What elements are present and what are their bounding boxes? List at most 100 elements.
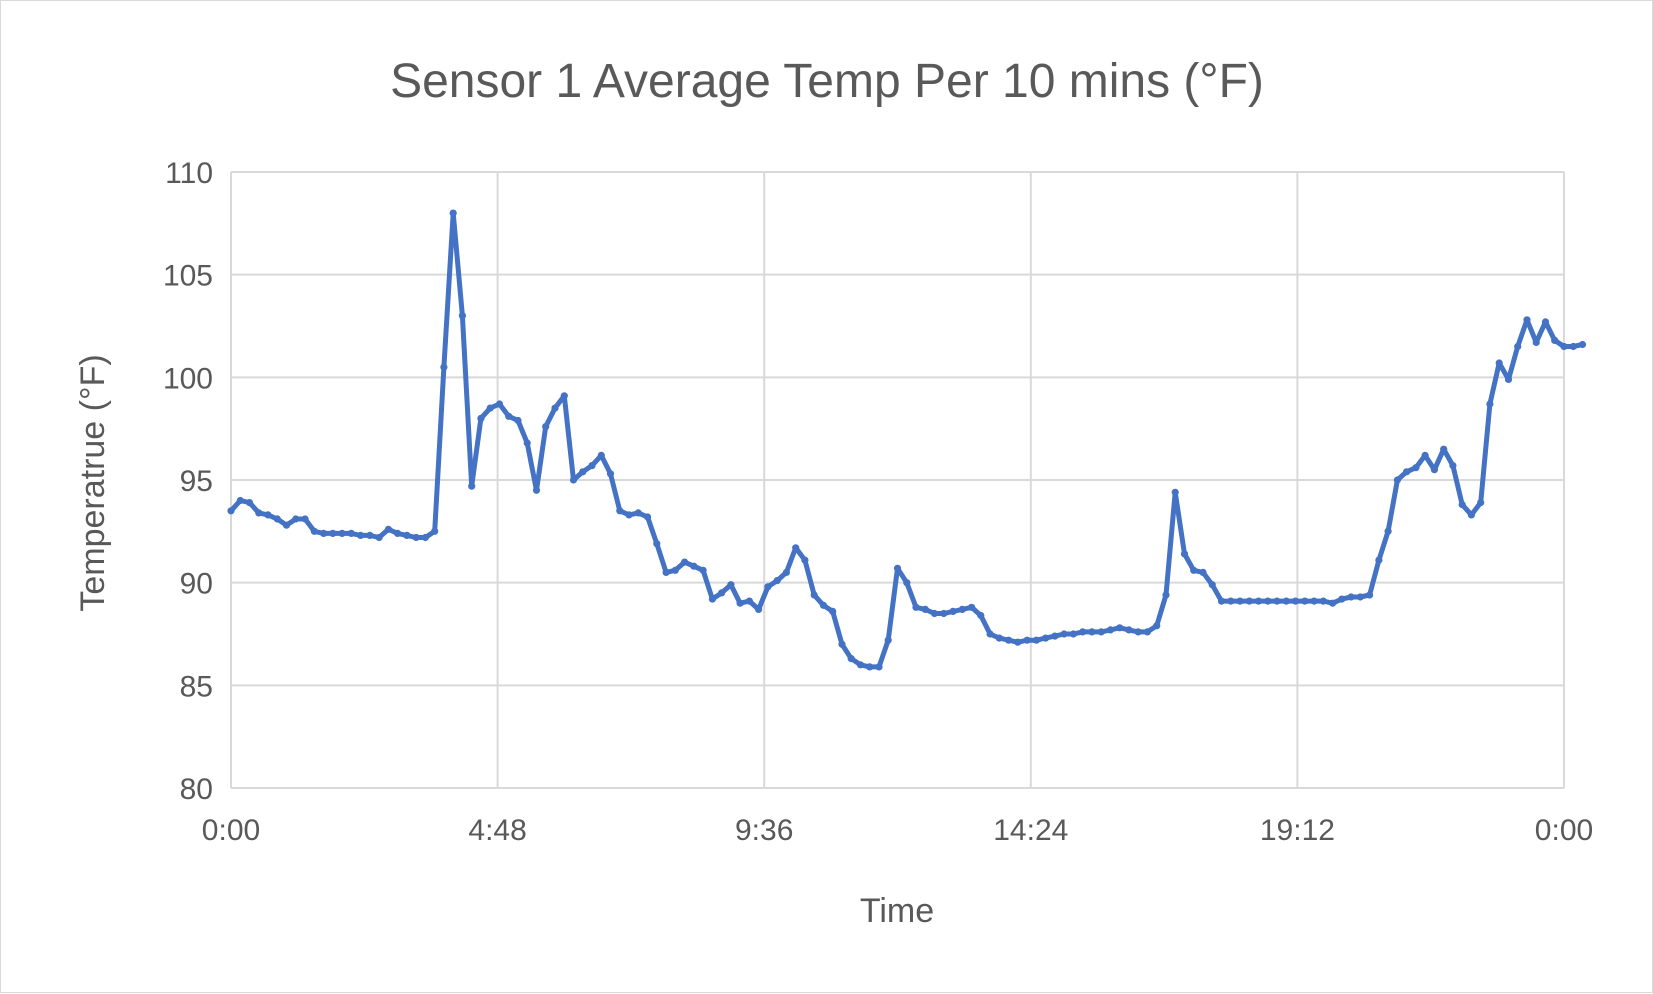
data-point: [1338, 595, 1346, 603]
data-point: [616, 507, 624, 515]
data-point: [1264, 597, 1272, 605]
data-point: [329, 529, 337, 538]
data-point: [1125, 626, 1133, 634]
data-point: [1486, 400, 1494, 408]
y-tick-label: 95: [180, 465, 213, 498]
data-point: [921, 605, 929, 614]
data-point: [468, 482, 476, 490]
data-point: [1329, 599, 1337, 607]
data-point: [320, 529, 328, 538]
data-point: [1541, 318, 1550, 326]
data-point: [1254, 597, 1263, 605]
data-point: [1551, 336, 1559, 344]
data-point: [1375, 556, 1383, 564]
data-point: [736, 599, 744, 607]
data-point: [819, 601, 828, 609]
x-tick-label: 0:00: [202, 814, 260, 847]
data-point: [1180, 550, 1189, 558]
x-axis-title: Time: [860, 892, 934, 930]
y-tick-label: 85: [180, 670, 213, 703]
y-tick-label: 80: [180, 773, 213, 806]
data-point: [1356, 593, 1364, 601]
data-point: [412, 533, 420, 542]
data-point: [1273, 597, 1281, 605]
data-point: [375, 533, 383, 542]
series-sensor-1: [227, 209, 1587, 671]
data-point: [1060, 630, 1068, 638]
data-point: [1190, 566, 1198, 574]
data-point: [940, 609, 948, 618]
data-point: [384, 525, 392, 533]
data-point: [949, 607, 957, 616]
data-point: [282, 521, 291, 529]
data-point: [1032, 636, 1040, 644]
data-point: [847, 655, 855, 663]
data-point: [1245, 597, 1253, 605]
data-point: [458, 312, 466, 320]
data-point: [699, 566, 707, 574]
data-point: [1097, 628, 1105, 636]
y-axis-ticks: 80 85 90 95 100 105 110: [163, 157, 213, 806]
y-tick-label: 100: [163, 362, 213, 395]
data-point: [532, 486, 541, 494]
data-point: [884, 636, 892, 644]
data-point: [1319, 597, 1327, 605]
data-point: [1347, 593, 1355, 601]
data-point: [264, 511, 272, 519]
data-point: [930, 609, 939, 618]
data-point: [1412, 464, 1420, 472]
data-point: [1366, 591, 1374, 599]
data-point: [551, 404, 559, 412]
data-point: [644, 513, 652, 521]
data-point: [1023, 636, 1031, 644]
data-point: [856, 661, 865, 669]
data-point: [1208, 581, 1216, 589]
data-point: [1384, 527, 1392, 535]
data-point: [449, 209, 457, 217]
data-point: [1005, 636, 1013, 644]
x-tick-label: 19:12: [1260, 814, 1335, 847]
data-point: [1227, 597, 1235, 605]
data-point: [292, 515, 300, 523]
data-point: [1310, 597, 1318, 605]
data-point: [394, 529, 402, 538]
data-point: [1504, 375, 1513, 383]
data-point: [995, 634, 1003, 642]
data-point: [662, 568, 670, 577]
data-point: [236, 496, 244, 505]
data-point: [403, 531, 411, 540]
series-line: [228, 210, 1585, 670]
data-point: [977, 611, 985, 620]
data-point: [301, 515, 309, 523]
data-point: [1051, 632, 1059, 640]
y-tick-label: 110: [165, 157, 213, 190]
data-point: [829, 607, 837, 616]
data-point: [227, 507, 235, 515]
data-point: [1143, 628, 1151, 636]
data-point: [745, 597, 754, 605]
data-point: [1440, 445, 1448, 453]
x-tick-label: 14:24: [993, 814, 1068, 847]
data-point: [1162, 591, 1170, 599]
data-point: [1458, 501, 1466, 509]
data-point: [690, 562, 698, 570]
data-point: [903, 579, 911, 587]
data-point: [523, 439, 531, 447]
data-point: [773, 577, 781, 585]
y-axis-title: Temperatrue (°F): [74, 354, 112, 611]
x-tick-label: 0:00: [1535, 814, 1593, 847]
data-point: [579, 468, 587, 476]
x-axis-ticks: 0:00 4:48 9:36 14:24 19:12 0:00: [202, 814, 1593, 847]
data-point: [764, 583, 772, 591]
data-point: [1421, 451, 1429, 459]
data-point: [866, 663, 874, 671]
data-point: [514, 416, 522, 425]
data-point: [634, 509, 642, 517]
data-point: [681, 558, 689, 566]
data-point: [366, 531, 374, 540]
data-point: [1106, 626, 1114, 634]
data-point: [838, 640, 846, 648]
data-point: [477, 414, 485, 422]
data-point: [606, 470, 615, 478]
data-point: [1532, 338, 1540, 346]
